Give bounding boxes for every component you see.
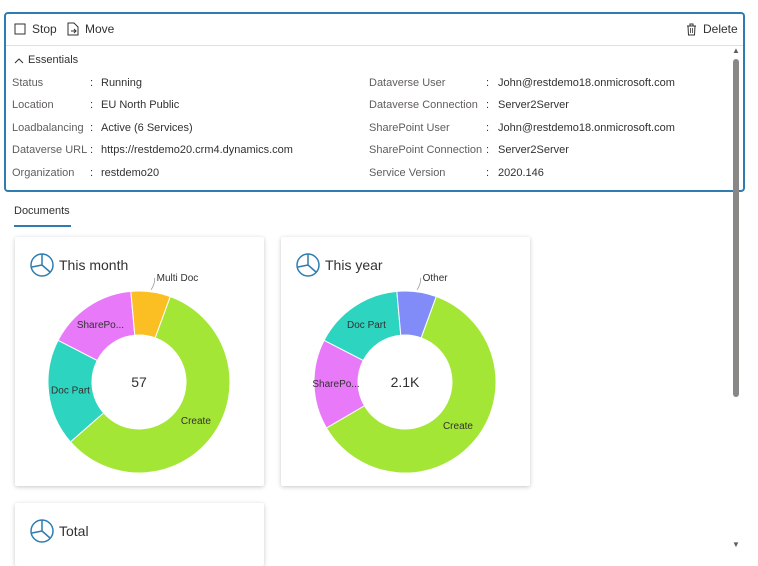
field-value: restdemo20 [101,167,160,179]
move-icon [67,22,79,36]
field-label: Status [12,77,44,89]
field-colon: : [486,122,490,134]
slice-label: Doc Part [51,385,90,396]
field-value: 2020.146 [498,167,544,179]
move-button[interactable]: Move [67,20,114,38]
chart-card-this-month: This month Create Doc Part SharePo... Multi… [15,237,264,486]
command-bar: Stop Move Delete [6,14,743,46]
field-colon: : [486,144,490,156]
essentials-panel: Stop Move Delete Essentials Status : Run… [4,12,745,192]
scroll-down-icon[interactable]: ▼ [732,540,740,549]
field-label: Dataverse User [369,77,446,89]
label-leader-line [416,277,422,291]
field-label: Dataverse Connection [369,99,478,111]
donut-center-value: 57 [131,374,147,390]
field-label: Dataverse URL [12,144,88,156]
pie-chart-icon [296,253,320,277]
delete-label: Delete [703,22,738,36]
stop-icon [14,23,26,35]
slice-multi-doc[interactable] [130,290,171,339]
field-colon: : [90,122,94,134]
field-label: Service Version [369,167,446,179]
card-title: This year [325,257,383,273]
slice-label: Create [181,416,211,427]
tab-underline [14,225,71,227]
donut-chart: Create SharePo... Doc Part Other 2.1K [312,273,497,474]
essentials-toggle[interactable]: Essentials [14,54,78,66]
field-label: SharePoint Connection [369,144,483,156]
pie-chart-icon [30,253,54,277]
stop-button[interactable]: Stop [14,20,57,38]
chart-card-total: Total [15,503,264,566]
chart-card-this-year: This year Create SharePo... Doc Part Other 2… [281,237,530,486]
label-leader-line [150,277,156,291]
stop-label: Stop [32,22,57,36]
field-value: Server2Server [498,99,569,111]
field-value: John@restdemo18.onmicrosoft.com [498,122,675,134]
field-colon: : [486,99,490,111]
donut-chart: Create Doc Part SharePo... Multi Doc 57 [47,273,231,474]
field-colon: : [90,99,94,111]
slice-other[interactable] [396,290,437,339]
slice-label: Multi Doc [157,273,199,284]
pie-chart-icon [30,519,54,543]
field-value: Active (6 Services) [101,122,193,134]
field-colon: : [90,167,94,179]
field-value: EU North Public [101,99,180,111]
essentials-title: Essentials [28,54,79,66]
field-value: Running [101,77,142,89]
field-value: Server2Server [498,144,569,156]
card-title: This month [59,257,129,273]
delete-button[interactable]: Delete [686,20,738,38]
chevron-up-icon [14,57,24,63]
slice-label: SharePo... [312,379,359,390]
field-value: John@restdemo18.onmicrosoft.com [498,77,675,89]
field-colon: : [90,77,94,89]
slice-create[interactable] [325,295,497,474]
field-label: Organization [12,167,75,179]
card-title: Total [59,523,89,539]
slice-label: Create [443,421,473,432]
move-label: Move [85,22,115,36]
donut-center-value: 2.1K [391,374,420,390]
trash-icon [687,23,696,35]
slice-label: SharePo... [77,320,124,331]
slice-label: Doc Part [347,320,386,331]
field-colon: : [486,77,490,89]
tab-documents[interactable]: Documents [14,205,70,217]
field-label: Loadbalancing [12,122,84,134]
slice-create[interactable] [69,295,231,474]
field-colon: : [90,144,94,156]
scroll-up-icon[interactable]: ▲ [732,46,740,55]
slice-label: Other [423,273,449,284]
field-label: Location [12,99,54,111]
field-colon: : [486,167,490,179]
field-label: SharePoint User [369,122,450,134]
scrollbar-thumb[interactable] [733,59,739,397]
field-value-link[interactable]: https://restdemo20.crm4.dynamics.com [101,144,293,156]
